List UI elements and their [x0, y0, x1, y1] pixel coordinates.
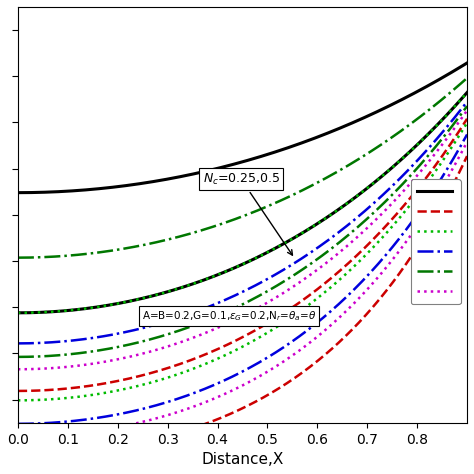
Text: A=B=0.2,G=0.1,$\varepsilon_G$=0.2,N$_r$=$\theta_a$=$\theta$: A=B=0.2,G=0.1,$\varepsilon_G$=0.2,N$_r$=…: [142, 309, 316, 323]
Text: $N_c$=0.25,0.5: $N_c$=0.25,0.5: [202, 172, 292, 255]
Legend: , , , , , : , , , , ,: [411, 179, 461, 304]
X-axis label: Distance,X: Distance,X: [201, 452, 283, 467]
